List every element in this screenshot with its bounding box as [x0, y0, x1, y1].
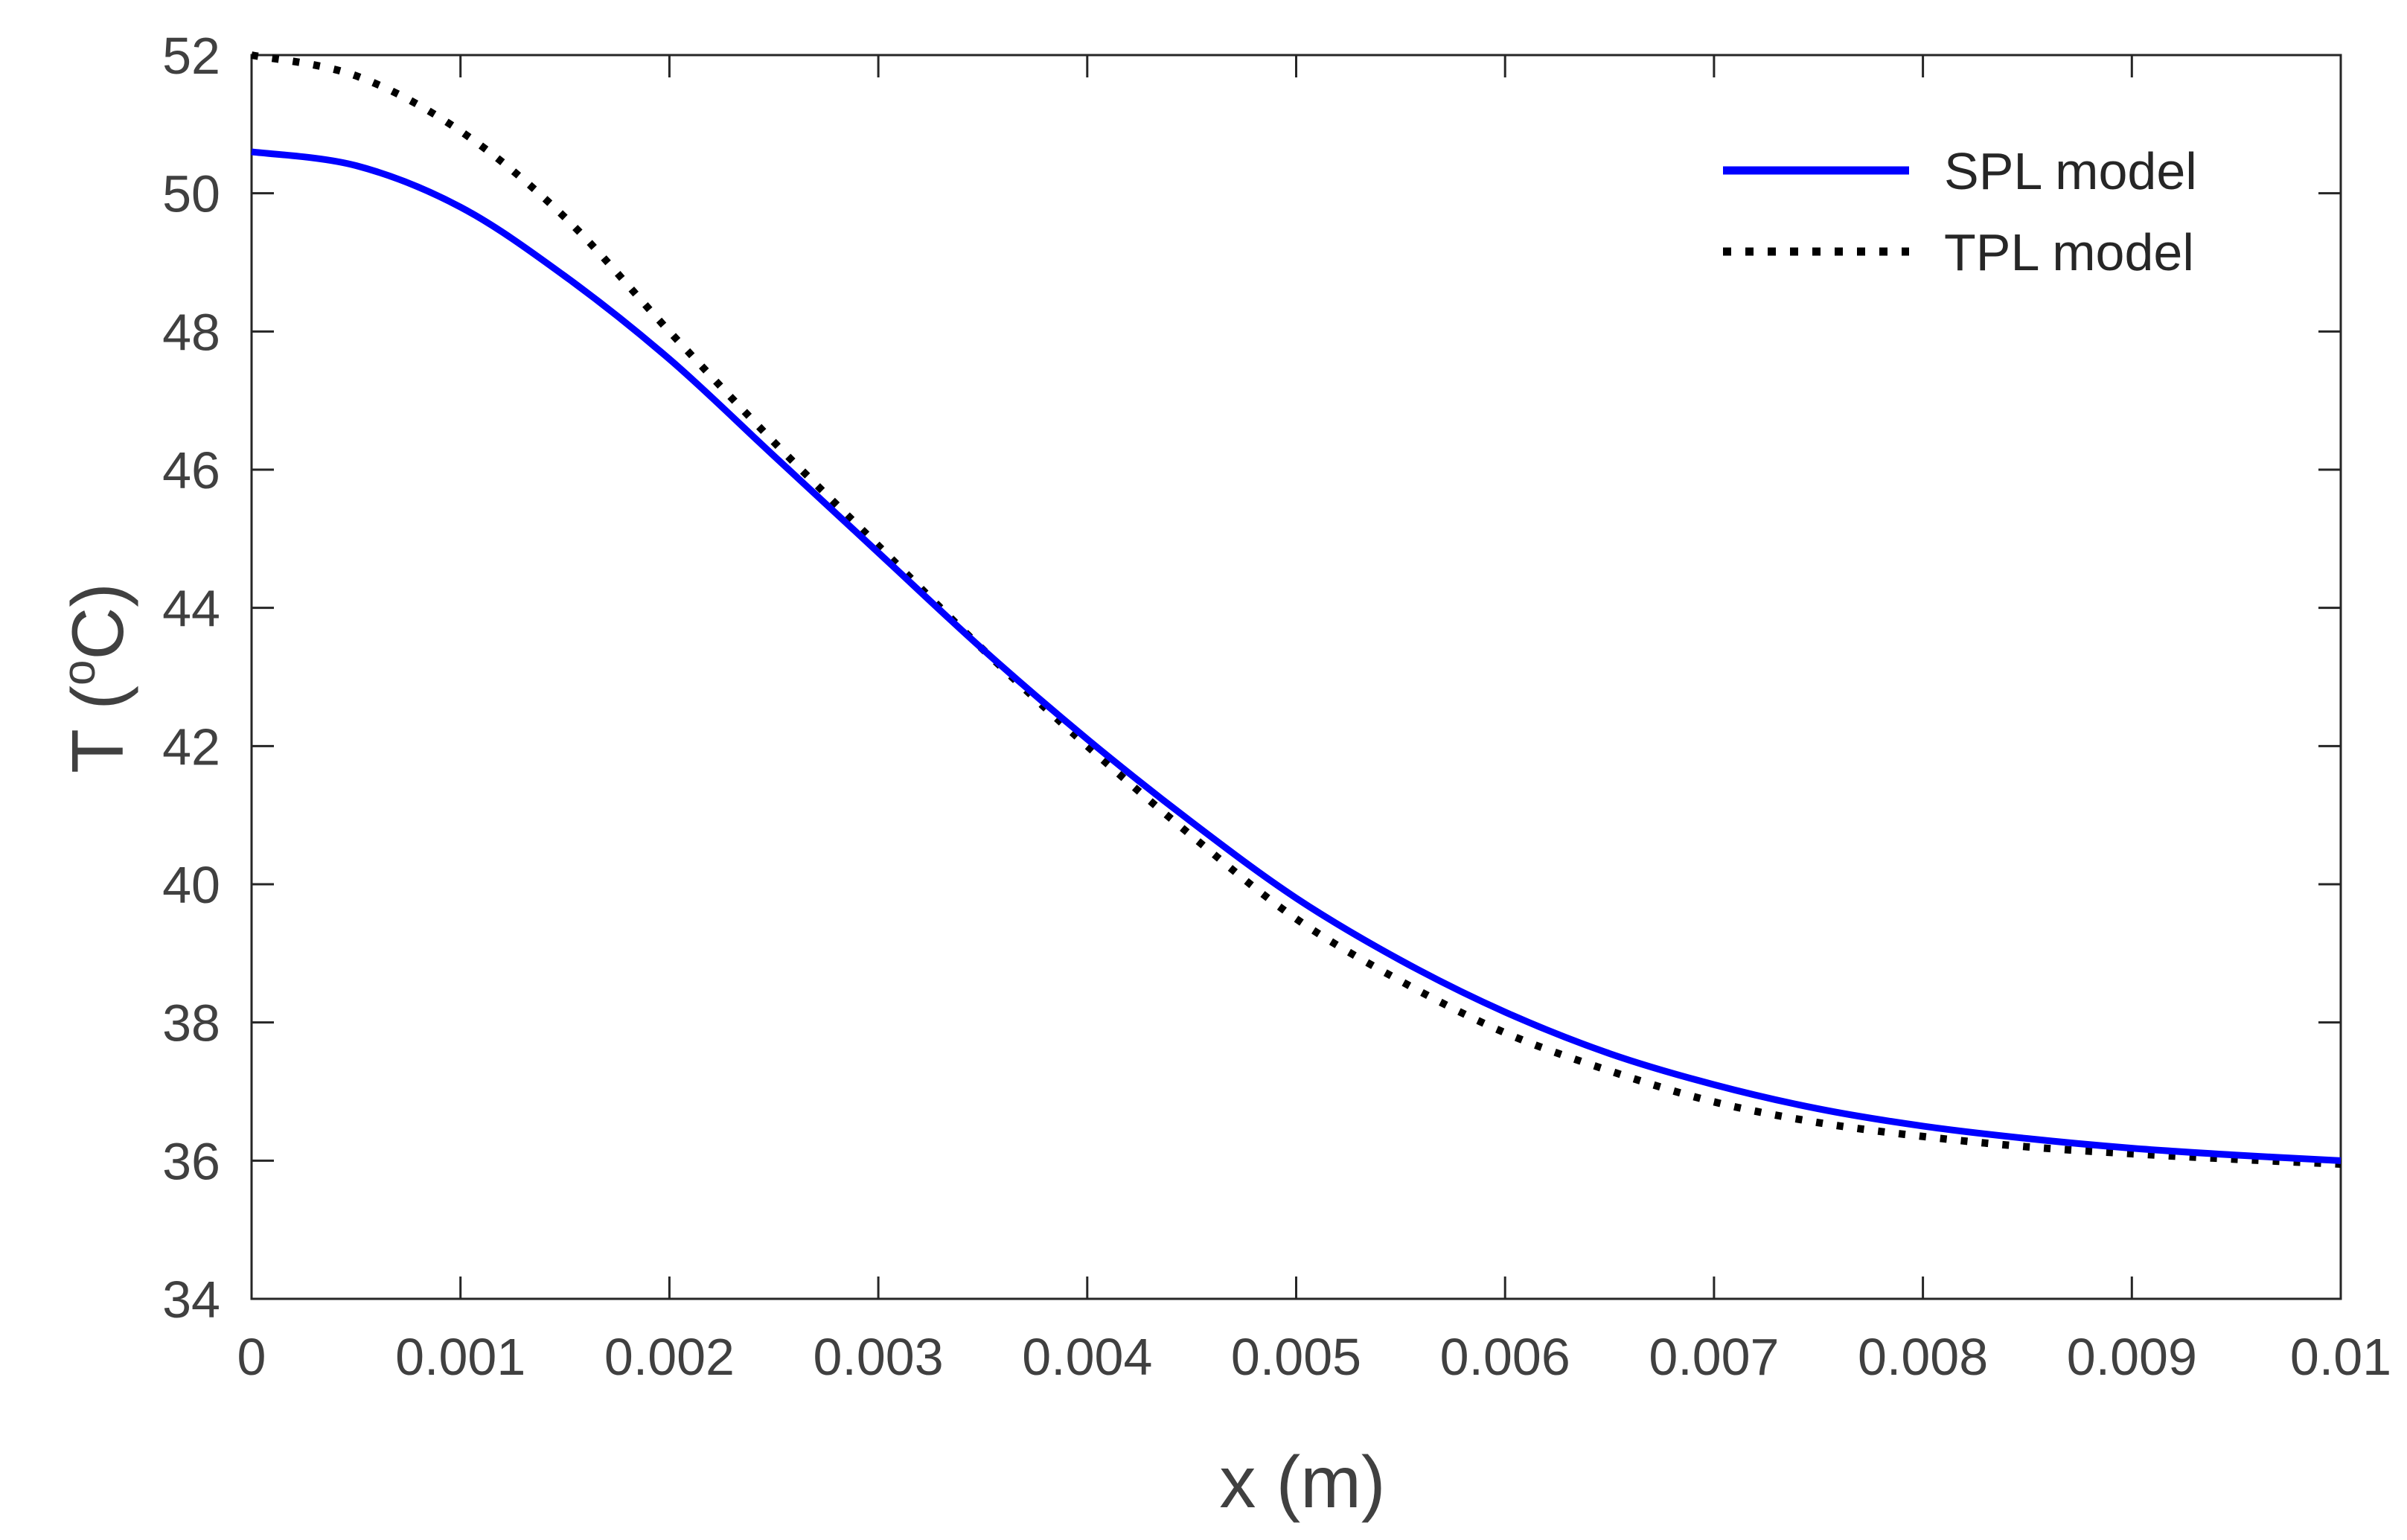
- y-tick-label: 42: [162, 718, 220, 776]
- y-tick-label: 40: [162, 856, 220, 914]
- series-line-spl: [251, 148, 2342, 1164]
- legend: SPL model TPL model: [1723, 142, 2197, 281]
- series-line-tpl: [251, 51, 2342, 1168]
- y-tick-label: 34: [162, 1271, 220, 1329]
- x-tick-label: 0.003: [813, 1328, 944, 1386]
- y-axis-title-degree: o: [54, 659, 105, 685]
- svg-text:T (oC): T (oC): [54, 583, 138, 773]
- x-tick-label: 0.001: [395, 1328, 525, 1386]
- y-tick-label: 36: [162, 1132, 220, 1190]
- x-axis-ticks: 0 0.001 0.002 0.003 0.004 0.005 0.006 0.007 0.00…: [237, 55, 2391, 1386]
- y-tick-label: 46: [162, 441, 220, 499]
- x-tick-label: 0.002: [604, 1328, 735, 1386]
- x-tick-label: 0.004: [1022, 1328, 1152, 1386]
- x-axis-title: x (m): [1219, 1441, 1385, 1523]
- x-tick-label: 0.008: [1858, 1328, 1988, 1386]
- y-tick-label: 50: [162, 165, 220, 223]
- x-tick-label: 0: [237, 1328, 266, 1386]
- x-tick-label: 0.01: [2290, 1328, 2391, 1386]
- y-axis-title-prefix: T (: [57, 686, 138, 773]
- y-tick-label: 38: [162, 994, 220, 1052]
- x-tick-label: 0.005: [1231, 1328, 1361, 1386]
- y-tick-label: 48: [162, 303, 220, 361]
- y-axis-title: T (oC): [54, 583, 138, 773]
- x-tick-label: 0.006: [1440, 1328, 1570, 1386]
- legend-label-tpl: TPL model: [1944, 223, 2194, 281]
- x-tick-label: 0.009: [2067, 1328, 2197, 1386]
- y-axis-title-suffix: C): [57, 583, 138, 659]
- series-layer: [251, 51, 2342, 1168]
- y-axis-ticks: 34 36 38 40 42 44 46 48 50 52: [162, 27, 2341, 1329]
- y-tick-label: 44: [162, 580, 220, 638]
- x-tick-label: 0.007: [1649, 1328, 1779, 1386]
- legend-label-spl: SPL model: [1944, 142, 2197, 200]
- y-tick-label: 52: [162, 27, 220, 85]
